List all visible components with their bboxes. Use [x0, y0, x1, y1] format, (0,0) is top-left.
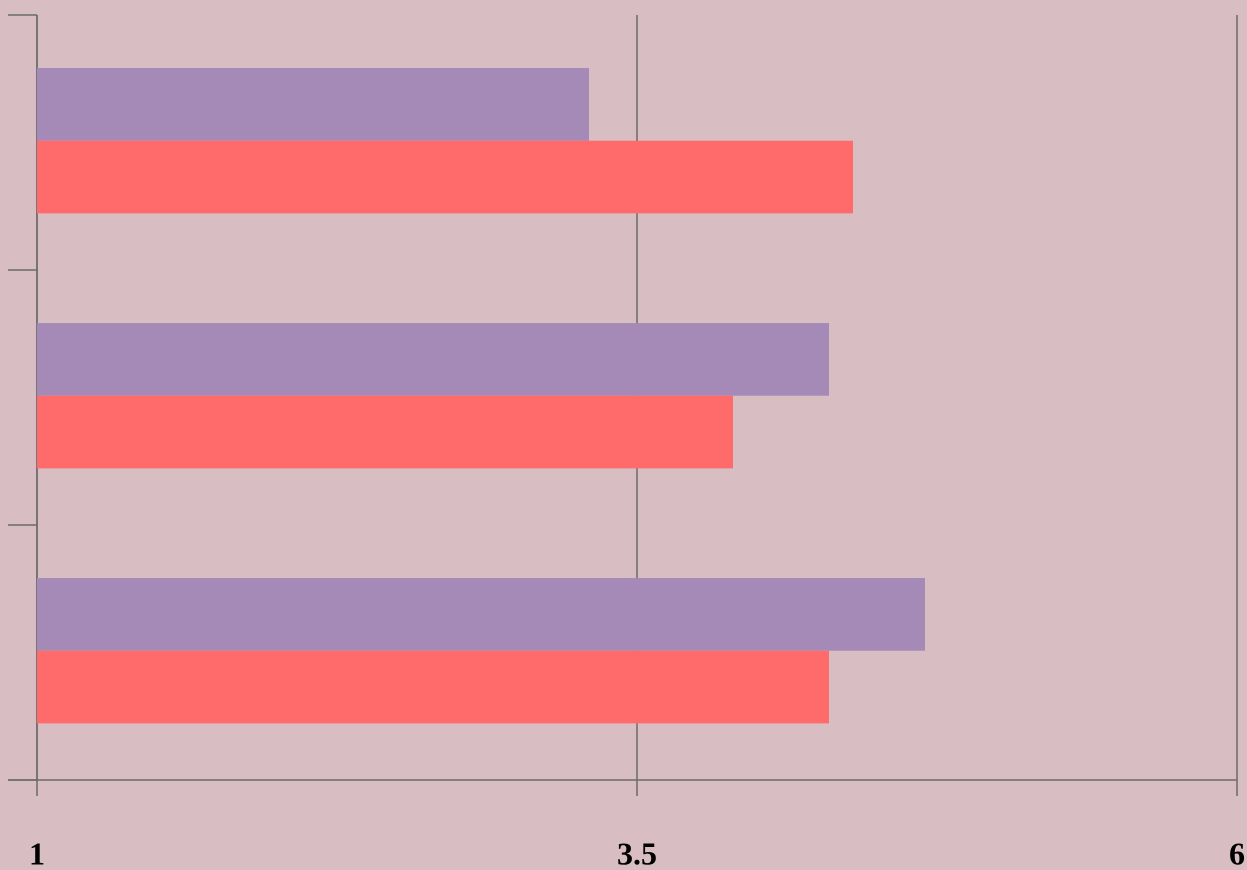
bar [37, 68, 589, 141]
bar [37, 395, 733, 469]
bar [37, 578, 925, 651]
bar [37, 323, 829, 396]
x-tick-label: 6 [1229, 835, 1245, 870]
x-tick-label: 3.5 [617, 835, 657, 870]
bar [37, 140, 853, 214]
x-tick-label: 1 [29, 835, 45, 870]
bar [37, 650, 829, 724]
